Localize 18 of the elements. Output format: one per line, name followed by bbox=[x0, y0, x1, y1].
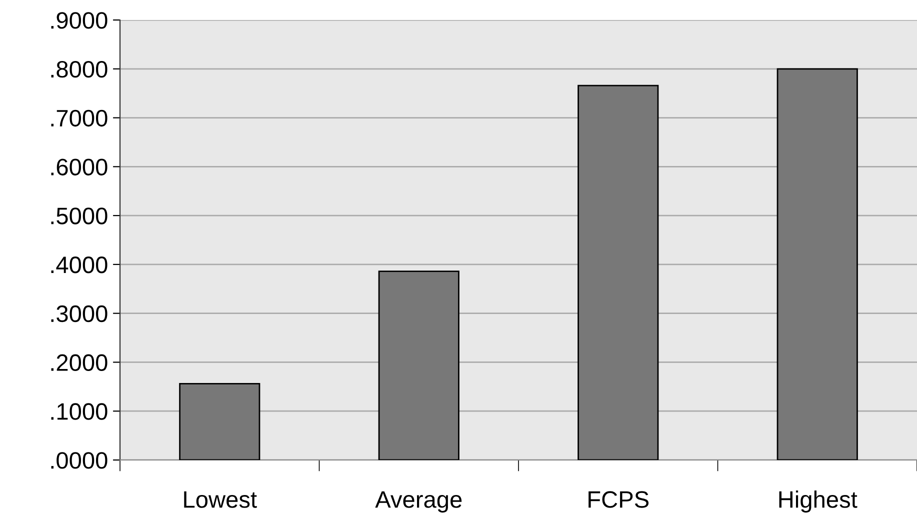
y-tick-label: .6000 bbox=[51, 158, 108, 176]
bar bbox=[378, 270, 460, 460]
x-tick-label: Highest bbox=[779, 490, 858, 513]
bar bbox=[179, 383, 260, 460]
bar bbox=[578, 84, 659, 460]
bar bbox=[776, 68, 858, 460]
y-tick-label: .3000 bbox=[51, 305, 108, 322]
y-tick-label: .4000 bbox=[51, 256, 108, 274]
x-tick-label: Lowest bbox=[184, 491, 257, 508]
y-tick-label: .5000 bbox=[51, 208, 108, 224]
x-tick-label: FCPS bbox=[588, 491, 649, 508]
y-tick-label: .2000 bbox=[51, 354, 108, 372]
y-tick-label: .9000 bbox=[51, 12, 108, 29]
x-tick-label: Average bbox=[375, 491, 462, 513]
y-tick-label: .8000 bbox=[51, 60, 108, 78]
y-tick-label: .1000 bbox=[51, 403, 108, 420]
y-tick-label: .0000 bbox=[51, 452, 108, 469]
y-tick-label: .7000 bbox=[51, 110, 108, 127]
